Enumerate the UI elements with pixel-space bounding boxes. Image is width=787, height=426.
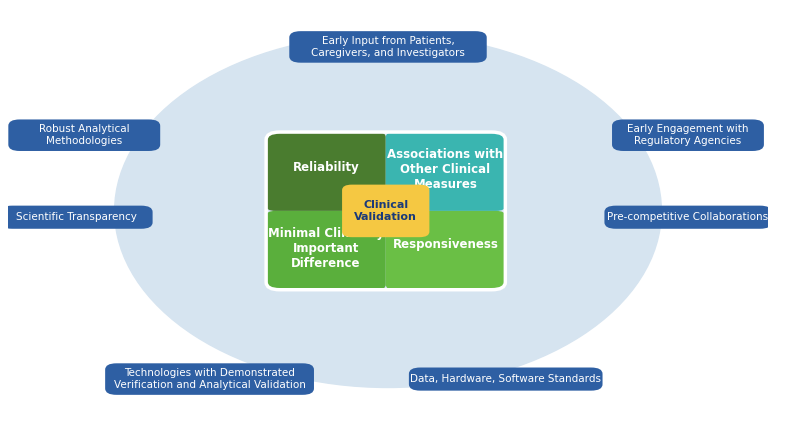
FancyBboxPatch shape (604, 206, 771, 229)
Text: Pre-competitive Collaborations: Pre-competitive Collaborations (608, 212, 769, 222)
FancyBboxPatch shape (9, 119, 161, 151)
FancyBboxPatch shape (342, 184, 430, 237)
Text: Robust Analytical
Methodologies: Robust Analytical Methodologies (39, 124, 130, 146)
FancyBboxPatch shape (105, 363, 314, 395)
Text: Reliability: Reliability (293, 161, 360, 174)
Ellipse shape (115, 35, 661, 388)
FancyBboxPatch shape (266, 132, 386, 211)
Text: Associations with
Other Clinical
Measures: Associations with Other Clinical Measure… (387, 148, 504, 191)
Text: Technologies with Demonstrated
Verification and Analytical Validation: Technologies with Demonstrated Verificat… (113, 368, 305, 390)
Text: Minimal Clinically
Important
Difference: Minimal Clinically Important Difference (268, 227, 384, 270)
Text: Responsiveness: Responsiveness (393, 238, 498, 250)
Text: Data, Hardware, Software Standards: Data, Hardware, Software Standards (410, 374, 601, 384)
FancyBboxPatch shape (386, 132, 505, 211)
FancyBboxPatch shape (409, 368, 603, 391)
FancyBboxPatch shape (266, 211, 386, 290)
FancyBboxPatch shape (612, 119, 764, 151)
FancyBboxPatch shape (1, 206, 153, 229)
Text: Scientific Transparency: Scientific Transparency (17, 212, 137, 222)
Text: Early Engagement with
Regulatory Agencies: Early Engagement with Regulatory Agencie… (627, 124, 748, 146)
Text: Early Input from Patients,
Caregivers, and Investigators: Early Input from Patients, Caregivers, a… (311, 36, 465, 58)
FancyBboxPatch shape (386, 211, 505, 290)
Text: Clinical
Validation: Clinical Validation (354, 200, 417, 222)
FancyBboxPatch shape (290, 31, 486, 63)
